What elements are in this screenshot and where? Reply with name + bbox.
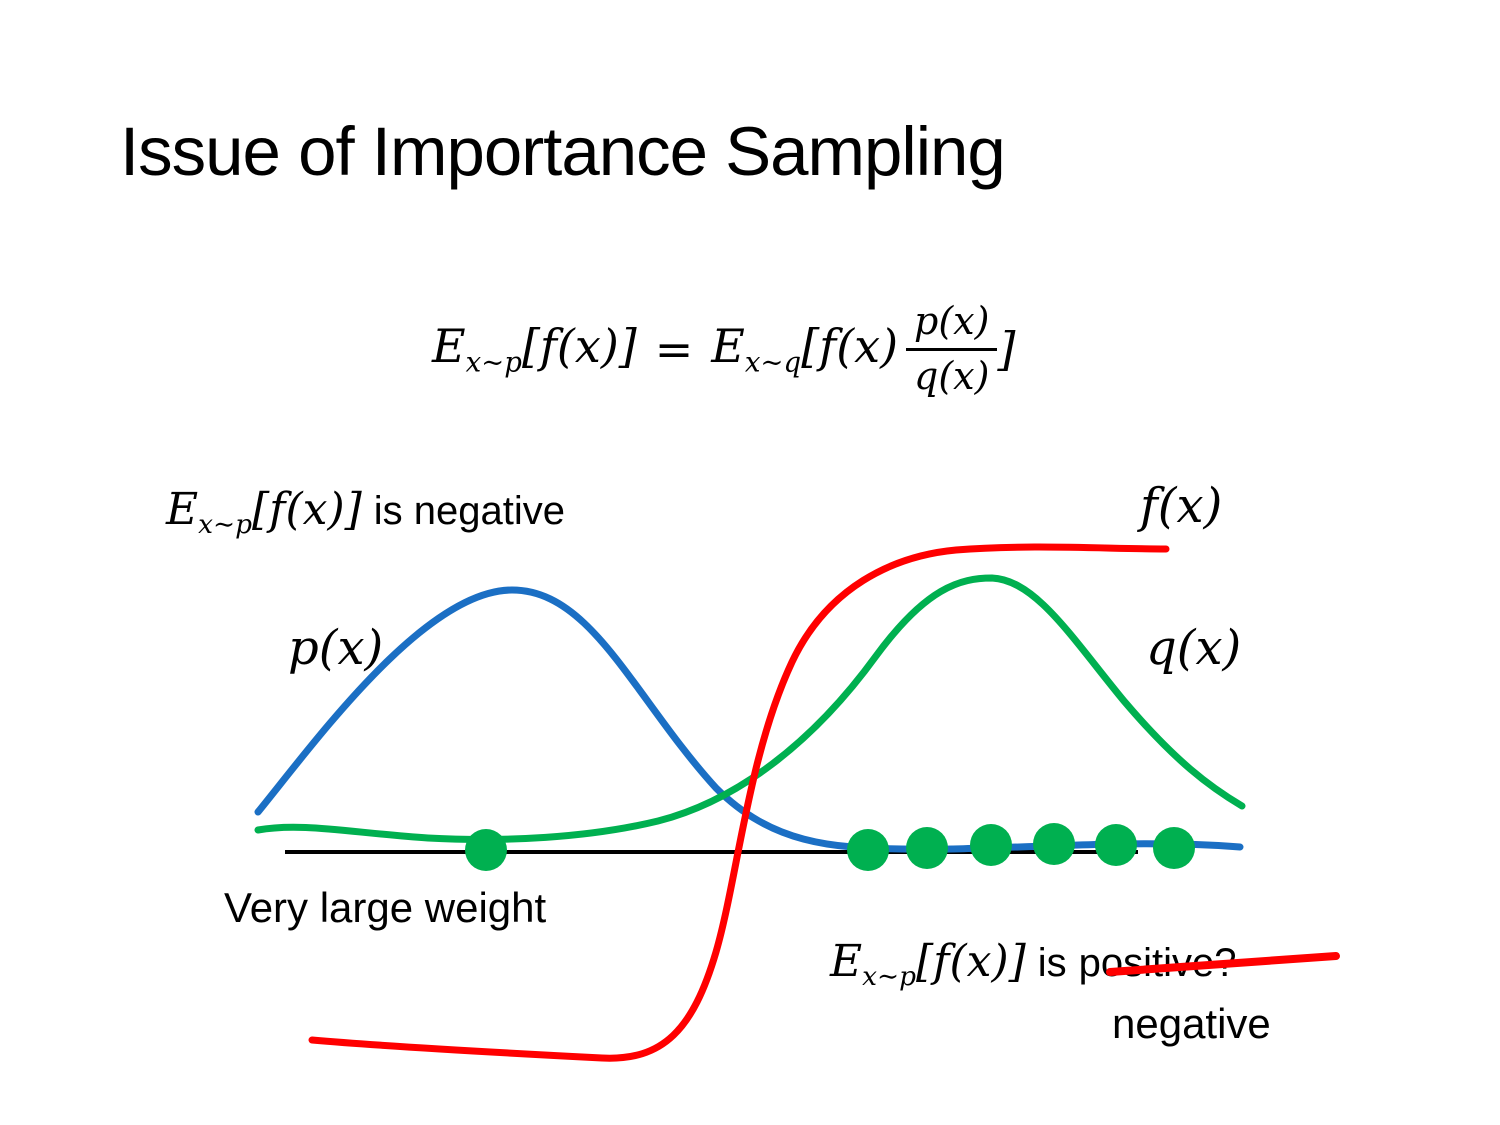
fraction-numerator: p(x) (906, 298, 998, 351)
sample-dot (1095, 824, 1137, 866)
lhs-expectation: Ex∼p[f(x)] (432, 319, 637, 379)
sample-dot (970, 824, 1012, 866)
importance-sampling-formula: Ex∼p[f(x)] = Ex∼q[f(x) p(x) q(x) ] (432, 298, 1015, 400)
slide-title: Issue of Importance Sampling (120, 113, 1006, 190)
strike-line (1106, 952, 1340, 976)
p-curve-label: p(x) (288, 620, 384, 676)
expectation-negative-label: Ex∼p[f(x)] is negative (166, 484, 566, 540)
closing-bracket: ] (997, 322, 1016, 376)
sample-dot (847, 829, 889, 871)
sample-dot (1033, 823, 1075, 865)
fraction-denominator: q(x) (914, 353, 990, 398)
f-curve-label: f(x) (1140, 478, 1223, 534)
strike-overlay (1106, 952, 1340, 976)
correction-label: negative (1112, 1000, 1271, 1047)
weight-dot-left (465, 829, 507, 871)
p-curve (254, 586, 1244, 853)
q-curve-label: q(x) (1146, 620, 1242, 676)
f-curve (308, 543, 1170, 1062)
sample-dot (1153, 827, 1195, 869)
importance-weight-fraction: p(x) q(x) (906, 298, 998, 400)
q-curve (254, 574, 1246, 843)
sample-dots (465, 823, 1195, 871)
very-large-weight-label: Very large weight (224, 884, 547, 931)
equals-sign: = (654, 322, 694, 376)
sample-dot (906, 827, 948, 869)
rhs-expectation: Ex∼q[f(x) (711, 319, 899, 379)
